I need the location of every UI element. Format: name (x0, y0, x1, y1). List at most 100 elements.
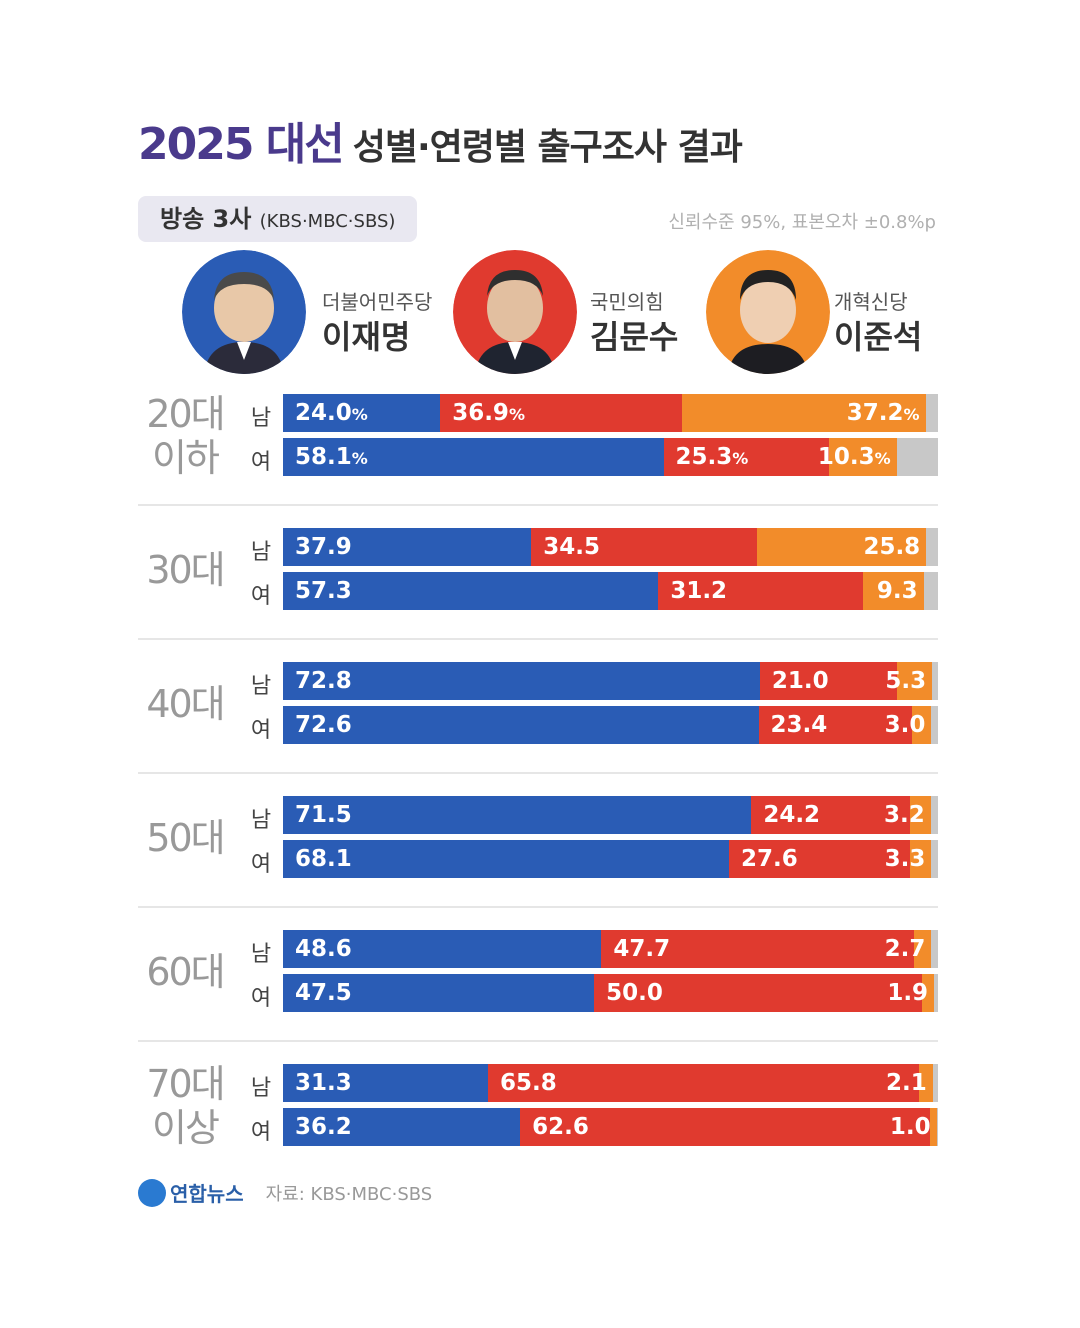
bar-segment-kim: 47.7 (601, 930, 914, 968)
candidate-photo-junseok (706, 250, 830, 374)
bar-segment-kim: 36.9% (440, 394, 682, 432)
bar-segment-other (926, 528, 938, 566)
group-separator (138, 638, 938, 640)
stacked-bar: 31.3 65.8 2.1 (283, 1064, 938, 1102)
sex-label: 여 (250, 852, 272, 877)
stacked-bar: 72.8 21.0 5.3 (283, 662, 938, 700)
candidate-party: 개혁신당 (834, 290, 908, 314)
bar-segment-junseok: 1.0 (890, 1108, 937, 1146)
data-label: 65.8 (500, 1070, 557, 1096)
age-label-line: 60대 (146, 950, 225, 994)
person-icon (706, 250, 830, 374)
bar-segment-other (932, 1064, 938, 1102)
data-label: 47.7 (613, 936, 671, 962)
age-label: 30대 (130, 548, 240, 592)
group-separator (138, 504, 938, 506)
data-label: 68.1 (295, 846, 352, 872)
group-separator (138, 1040, 938, 1042)
percent-sign: % (508, 405, 525, 424)
candidate-name: 김문수 (590, 318, 679, 356)
bar-segment-lee: 72.6 (283, 706, 759, 744)
bar-segment-kim: 50.0 (594, 974, 922, 1012)
bar-segment-other (931, 840, 938, 878)
source-pill: 방송 3사 (KBS·MBC·SBS) (138, 196, 418, 242)
bar-segment-junseok: 9.3 (862, 572, 924, 610)
bar-segment-junseok: 2.1 (886, 1064, 933, 1102)
data-label: 21.0 (771, 668, 829, 694)
sex-label: 남 (250, 674, 272, 699)
sex-label: 남 (250, 1076, 272, 1101)
data-label: 24.2 (763, 802, 821, 828)
candidate-party: 더불어민주당 (322, 290, 433, 314)
sex-label: 여 (250, 584, 272, 609)
data-label: 57.3 (295, 578, 352, 604)
data-label: 10.3% (817, 444, 891, 470)
bar-segment-lee: 31.3 (283, 1064, 488, 1102)
data-label: 48.6 (295, 936, 352, 962)
stacked-bar: 71.5 24.2 3.2 (283, 796, 938, 834)
age-label: 70대 이상 (130, 1062, 240, 1150)
data-label: 24.0% (295, 400, 368, 426)
sex-label: 여 (250, 450, 272, 475)
footer: 연합뉴스 자료: KBS·MBC·SBS (138, 1178, 432, 1214)
bar-segment-other (923, 572, 938, 610)
data-label: 25.8 (863, 534, 921, 560)
yonhap-logo-icon (138, 1178, 166, 1207)
stacked-bar: 24.0% 36.9% 37.2% (283, 394, 938, 432)
bar-segment-lee: 48.6 (283, 930, 602, 968)
data-label: 72.6 (295, 712, 352, 738)
source-detail: (KBS·MBC·SBS) (259, 211, 396, 232)
bar-segment-kim: 24.2 (751, 796, 910, 834)
data-label: 37.9 (295, 534, 352, 560)
percent-sign: % (732, 449, 749, 468)
age-label-line: 이상 (152, 1106, 220, 1150)
logo-text: 연합뉴스 (170, 1182, 244, 1206)
candidate-lee-junseok: 개혁신당 이준석 (706, 250, 938, 380)
sex-label: 남 (250, 942, 272, 967)
bar-segment-lee: 24.0% (283, 394, 441, 432)
data-label: 25.3% (675, 444, 749, 470)
candidate-name: 이준석 (834, 318, 923, 356)
sex-label: 남 (250, 406, 272, 431)
bar-segment-lee: 36.2 (283, 1108, 521, 1146)
bar-segment-junseok: 10.3% (818, 438, 897, 476)
bar-segment-kim: 23.4 (758, 706, 912, 744)
bar-segment-kim: 21.0 (759, 662, 898, 700)
footer-source: 자료: KBS·MBC·SBS (265, 1183, 433, 1205)
bar-segment-junseok: 3.3 (885, 840, 932, 878)
data-label: 71.5 (295, 802, 352, 828)
bar-segment-lee: 37.9 (283, 528, 532, 566)
person-icon (182, 250, 306, 374)
data-label: 72.8 (295, 668, 352, 694)
bar-segment-other (932, 662, 938, 700)
bar-segment-kim: 25.3% (663, 438, 830, 476)
bar-segment-junseok: 3.2 (884, 796, 931, 834)
age-label: 50대 (130, 816, 240, 860)
data-label: 62.6 (532, 1114, 589, 1140)
bar-segment-kim: 27.6 (729, 840, 910, 878)
data-label: 9.3 (876, 578, 918, 604)
sex-label: 남 (250, 540, 272, 565)
data-label: 5.3 (885, 668, 927, 694)
candidate-kim-moonsoo: 국민의힘 김문수 (453, 250, 693, 380)
bar-segment-other (930, 796, 938, 834)
sex-label: 여 (250, 1120, 272, 1145)
sex-label: 여 (250, 986, 272, 1011)
bar-segment-lee: 47.5 (283, 974, 595, 1012)
age-label-line: 30대 (146, 548, 225, 592)
percent-sign: % (351, 449, 368, 468)
bar-segment-lee: 58.1% (283, 438, 664, 476)
percent-sign: % (874, 449, 891, 468)
bar-segment-kim: 31.2 (658, 572, 863, 610)
bar-segment-junseok: 2.7 (885, 930, 932, 968)
bar-segment-junseok: 3.0 (885, 706, 932, 744)
candidate-party: 국민의힘 (590, 290, 664, 314)
data-label: 1.9 (887, 980, 929, 1006)
data-label: 31.3 (295, 1070, 352, 1096)
candidate-photo-lee (182, 250, 306, 374)
data-label: 31.2 (670, 578, 728, 604)
bar-segment-other (936, 1108, 938, 1146)
percent-sign: % (903, 405, 920, 424)
bar-segment-other (931, 706, 938, 744)
page-title: 2025 대선 성별·연령별 출구조사 결과 (138, 108, 743, 170)
